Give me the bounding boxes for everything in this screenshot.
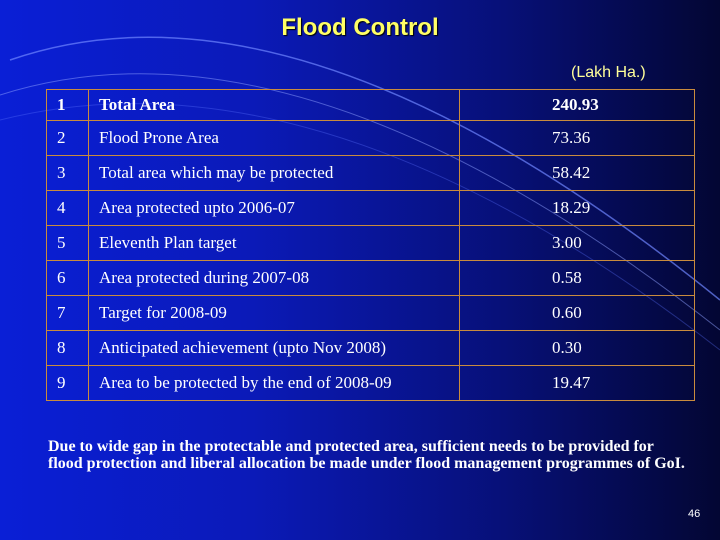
row-value: 240.93 (459, 89, 695, 121)
row-number: 6 (46, 260, 89, 296)
row-number: 2 (46, 120, 89, 156)
row-number: 5 (46, 225, 89, 261)
table-row: 8 Anticipated achievement (upto Nov 2008… (46, 330, 695, 366)
table-row: 2 Flood Prone Area 73.36 (46, 120, 695, 156)
flood-control-table: 1 Total Area 240.93 2 Flood Prone Area 7… (46, 89, 695, 401)
row-label: Area protected upto 2006-07 (88, 190, 460, 226)
row-label: Target for 2008-09 (88, 295, 460, 331)
row-number: 7 (46, 295, 89, 331)
row-value: 3.00 (459, 225, 695, 261)
row-value: 58.42 (459, 155, 695, 191)
page-number: 46 (688, 508, 701, 520)
table-row: 1 Total Area 240.93 (46, 89, 695, 121)
row-label: Anticipated achievement (upto Nov 2008) (88, 330, 460, 366)
row-label: Total Area (88, 89, 460, 121)
row-value: 73.36 (459, 120, 695, 156)
table-row: 4 Area protected upto 2006-07 18.29 (46, 190, 695, 226)
row-value: 19.47 (459, 365, 695, 401)
table-row: 5 Eleventh Plan target 3.00 (46, 225, 695, 261)
row-value: 0.58 (459, 260, 695, 296)
row-label: Flood Prone Area (88, 120, 460, 156)
row-label: Area protected during 2007-08 (88, 260, 460, 296)
row-number: 4 (46, 190, 89, 226)
table-row: 9 Area to be protected by the end of 200… (46, 365, 695, 401)
footnote-text: Due to wide gap in the protectable and p… (48, 438, 685, 472)
row-number: 1 (46, 89, 89, 121)
unit-label: (Lakh Ha.) (571, 64, 646, 81)
row-label: Eleventh Plan target (88, 225, 460, 261)
slide-title: Flood Control (281, 14, 439, 41)
table-row: 6 Area protected during 2007-08 0.58 (46, 260, 695, 296)
row-number: 9 (46, 365, 89, 401)
row-number: 3 (46, 155, 89, 191)
row-value: 0.60 (459, 295, 695, 331)
row-number: 8 (46, 330, 89, 366)
row-value: 18.29 (459, 190, 695, 226)
table-row: 7 Target for 2008-09 0.60 (46, 295, 695, 331)
row-label: Area to be protected by the end of 2008-… (88, 365, 460, 401)
table-row: 3 Total area which may be protected 58.4… (46, 155, 695, 191)
row-value: 0.30 (459, 330, 695, 366)
row-label: Total area which may be protected (88, 155, 460, 191)
